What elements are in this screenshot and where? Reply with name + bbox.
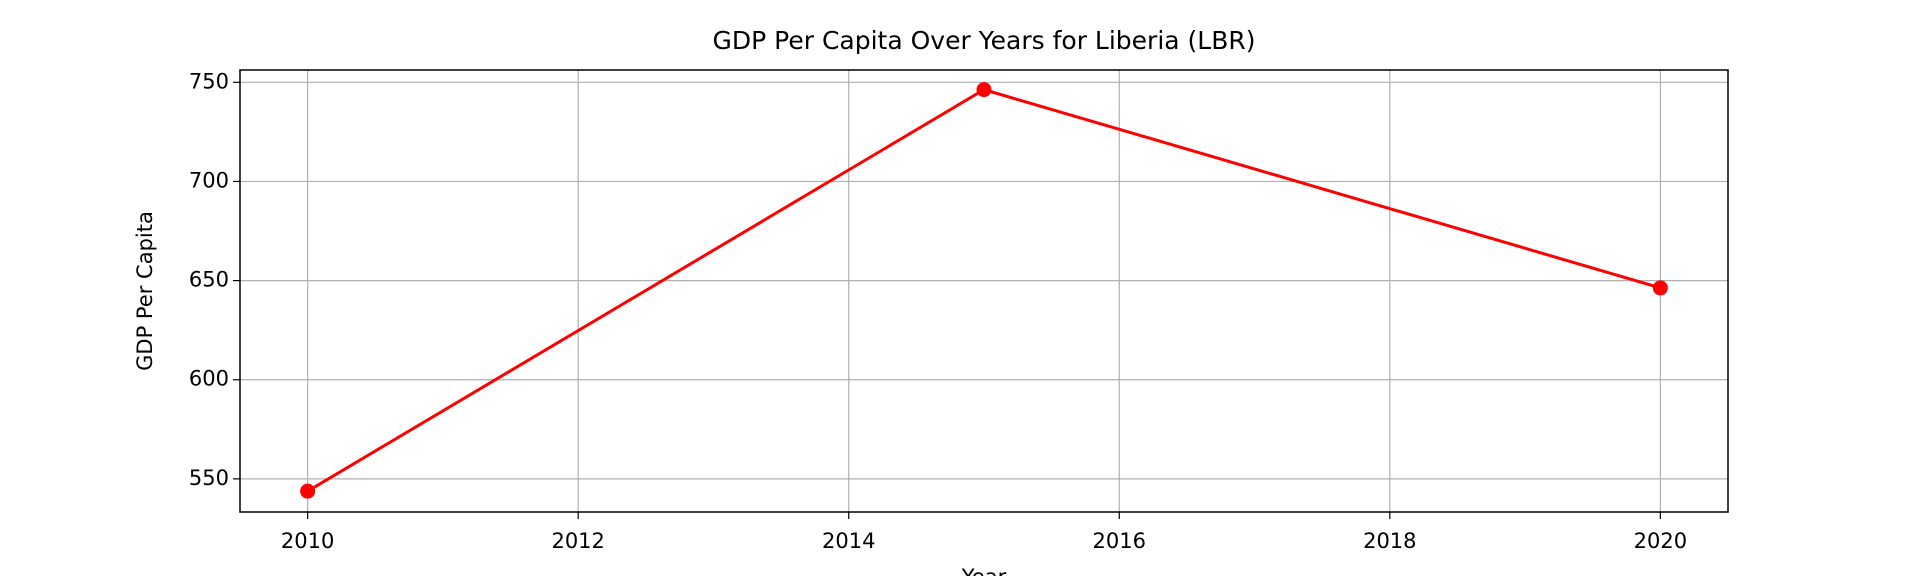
y-tick-label: 650 xyxy=(189,268,229,292)
data-point xyxy=(1652,280,1668,296)
x-tick-label: 2020 xyxy=(1634,529,1687,553)
data-point xyxy=(976,82,992,98)
x-axis-label: Year xyxy=(961,565,1007,576)
x-tick-label: 2014 xyxy=(822,529,875,553)
y-tick-label: 550 xyxy=(189,466,229,490)
y-tick-label: 750 xyxy=(189,69,229,93)
chart-title: GDP Per Capita Over Years for Liberia (L… xyxy=(713,26,1256,55)
x-tick-label: 2018 xyxy=(1363,529,1416,553)
y-tick-label: 700 xyxy=(189,168,229,192)
y-axis-label: GDP Per Capita xyxy=(133,211,157,371)
plot-frame xyxy=(239,69,1729,513)
x-tick-label: 2010 xyxy=(281,529,334,553)
y-tick-label: 600 xyxy=(189,367,229,391)
x-tick-label: 2016 xyxy=(1093,529,1146,553)
data-point xyxy=(300,483,316,499)
x-tick-label: 2012 xyxy=(551,529,604,553)
